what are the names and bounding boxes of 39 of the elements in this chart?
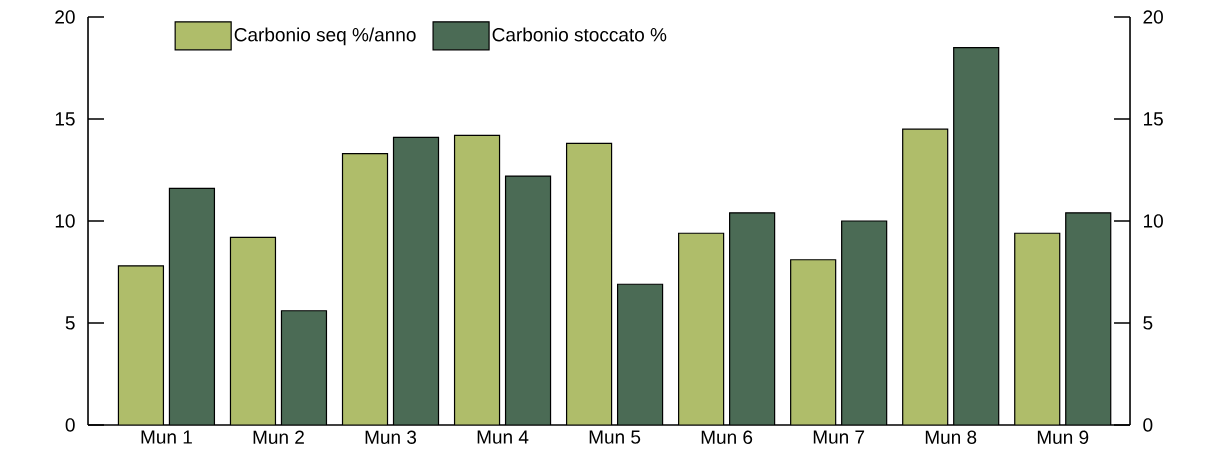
bar <box>504 175 552 425</box>
y2-tick-label: 0 <box>65 418 75 432</box>
legend-label: Carbonio stoccato % <box>492 27 667 42</box>
bar <box>341 153 389 425</box>
bar <box>229 236 277 425</box>
y-tick-label: 10 <box>1144 214 1163 228</box>
y2-tick-label: 10 <box>55 214 75 228</box>
bar <box>280 310 328 425</box>
y-tick-label: 0 <box>1143 418 1153 432</box>
bar <box>678 232 725 425</box>
y-tick-label: 15 <box>1144 112 1163 126</box>
bar <box>616 283 664 425</box>
bar <box>729 212 776 425</box>
bar <box>1065 212 1112 425</box>
x-tick-label: Mun 7 <box>813 430 865 444</box>
legend-label: Carbonio seq %/anno <box>234 27 416 46</box>
bar <box>565 142 613 425</box>
y2-tick-label: 15 <box>55 112 75 126</box>
y2-tick-label: 5 <box>65 316 75 330</box>
bar <box>841 220 888 425</box>
y-tick-label: 20 <box>1143 10 1163 24</box>
bar <box>453 134 501 425</box>
x-tick-label: Mun 8 <box>925 430 977 444</box>
bar <box>168 187 216 425</box>
bar <box>392 136 440 425</box>
x-tick-label: Mun 2 <box>253 430 304 444</box>
x-tick-label: Mun 5 <box>589 430 641 444</box>
bar <box>953 46 1000 425</box>
x-tick-label: Mun 4 <box>477 430 529 444</box>
y-tick-label: 5 <box>1143 316 1153 330</box>
bar <box>790 259 837 425</box>
bar <box>117 265 165 425</box>
bar <box>1014 232 1061 425</box>
bar <box>902 128 949 425</box>
x-tick-label: Mun 3 <box>365 430 417 444</box>
x-tick-label: Mun 6 <box>701 430 753 444</box>
x-tick-label: Mun 1 <box>141 430 192 444</box>
y2-tick-label: 20 <box>55 10 75 24</box>
x-tick-label: Mun 9 <box>1037 430 1089 444</box>
